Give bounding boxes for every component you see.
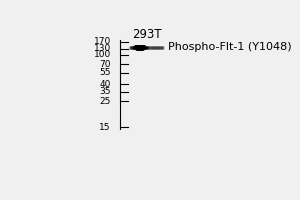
Text: 170: 170 [94, 37, 111, 46]
Text: 100: 100 [94, 50, 111, 59]
Text: 55: 55 [99, 68, 111, 77]
Text: 25: 25 [99, 97, 111, 106]
Text: 35: 35 [99, 87, 111, 96]
Text: 293T: 293T [132, 28, 162, 41]
Text: 40: 40 [99, 80, 111, 89]
Text: Phospho-Flt-1 (Y1048): Phospho-Flt-1 (Y1048) [168, 42, 291, 52]
Text: 130: 130 [94, 44, 111, 53]
Text: 70: 70 [99, 60, 111, 69]
Text: 15: 15 [99, 123, 111, 132]
